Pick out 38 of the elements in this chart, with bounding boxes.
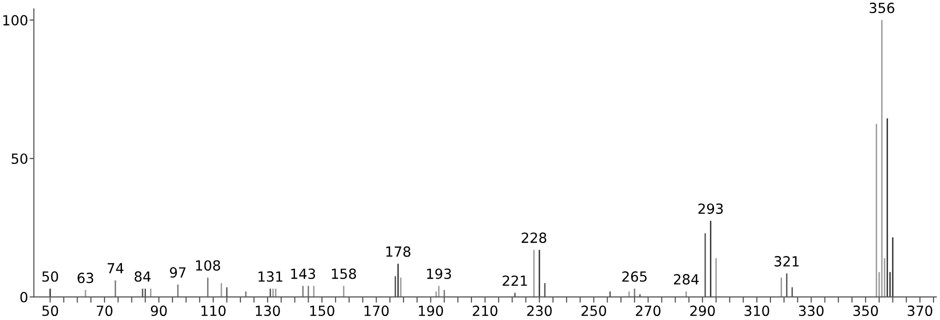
x-tick-label: 110 — [202, 306, 226, 316]
x-tick-label: 250 — [582, 306, 606, 316]
annotation: 74 — [108, 263, 124, 274]
annotation: 131 — [258, 271, 282, 282]
x-tick-label: 150 — [310, 306, 334, 316]
annotation: 108 — [196, 260, 220, 271]
x-tick-label: 290 — [690, 306, 715, 316]
x-tick-label: 130 — [256, 306, 280, 316]
annotation: 221 — [502, 275, 527, 286]
annotation: 143 — [291, 268, 316, 280]
x-tick-label: 50 — [42, 306, 58, 316]
x-tick-label: 310 — [744, 306, 770, 316]
x-tick-label: 330 — [799, 306, 824, 316]
x-tick-label: 90 — [150, 306, 167, 316]
annotation: 284 — [674, 274, 699, 285]
annotation: 293 — [698, 203, 723, 214]
y-tick-label: 0 — [20, 292, 28, 302]
x-tick-label: 270 — [636, 306, 660, 316]
y-tick-label: 50 — [12, 153, 28, 164]
x-tick-label: 170 — [364, 306, 389, 316]
annotation: 356 — [870, 2, 894, 14]
annotation: 97 — [170, 267, 186, 278]
annotation: 321 — [774, 256, 799, 267]
x-tick-label: 370 — [908, 306, 932, 316]
x-tick-label: 210 — [472, 306, 498, 316]
annotation: 63 — [78, 272, 94, 284]
annotation: 228 — [522, 232, 546, 244]
x-tick-label: 70 — [96, 306, 112, 316]
x-tick-label: 190 — [418, 306, 444, 316]
annotation: 84 — [134, 271, 151, 282]
annotation: 158 — [332, 268, 356, 280]
annotation: 265 — [622, 271, 647, 282]
y-tick-label: 100 — [3, 15, 28, 26]
annotation: 50 — [42, 271, 58, 282]
x-tick-label: 230 — [527, 306, 552, 316]
annotation: 178 — [386, 246, 410, 257]
annotation: 193 — [427, 268, 451, 280]
x-tick-label: 350 — [853, 306, 878, 316]
